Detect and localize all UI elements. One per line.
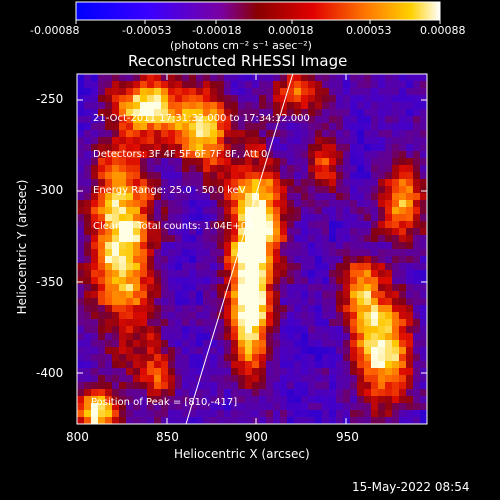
colorbar-tick-label: 0.00053 — [346, 24, 392, 37]
axis-ticks — [76, 74, 427, 424]
x-axis-label: Heliocentric X (arcsec) — [174, 447, 310, 461]
x-tick-label: 850 — [156, 430, 179, 444]
colorbar-tick-label: 0.00088 — [420, 24, 466, 37]
page-title: Reconstructed RHESSI Image — [128, 52, 348, 70]
y-tick-label: -250 — [36, 92, 64, 106]
y-tick-label: -400 — [36, 366, 64, 380]
y-tick-label: -300 — [36, 183, 64, 197]
annotation-time: 21-Oct-2011 17:31:32.000 to 17:34:12.000 — [93, 113, 310, 124]
colorbar-tick-label: -0.00053 — [122, 24, 172, 37]
colorbar-units: (photons cm⁻² s⁻¹ asec⁻²) — [170, 39, 312, 52]
colorbar — [75, 1, 441, 21]
colorbar-tick-label: -0.00018 — [192, 24, 242, 37]
observation-annotations: 21-Oct-2011 17:31:32.000 to 17:34:12.000… — [93, 89, 310, 245]
plot-frame — [76, 73, 428, 425]
peak-position-label: Position of Peak = [810,-417] — [91, 397, 238, 408]
annotation-energy: Energy Range: 25.0 - 50.0 keV — [93, 185, 246, 196]
annotation-detectors: Detectors: 3F 4F 5F 6F 7F 8F, Att 0 — [93, 149, 268, 160]
colorbar-tick-labels: -0.00088 -0.00053 -0.00018 0.00018 0.000… — [30, 24, 470, 40]
colorbar-tick-label: 0.00018 — [268, 24, 314, 37]
y-tick-label: -350 — [36, 275, 64, 289]
annotation-counts: Clean Total counts: 1.04E+04 — [93, 221, 254, 232]
colorbar-tick-label: -0.00088 — [30, 24, 80, 37]
solar-limb-line — [185, 74, 294, 424]
y-axis-label: Heliocentric Y (arcsec) — [15, 179, 29, 315]
footer-timestamp: 15-May-2022 08:54 — [352, 480, 470, 494]
colorbar-ticks — [75, 20, 441, 24]
x-tick-label: 800 — [66, 430, 89, 444]
x-tick-label: 950 — [336, 430, 359, 444]
x-tick-label: 900 — [245, 430, 268, 444]
solar-image — [77, 74, 427, 424]
